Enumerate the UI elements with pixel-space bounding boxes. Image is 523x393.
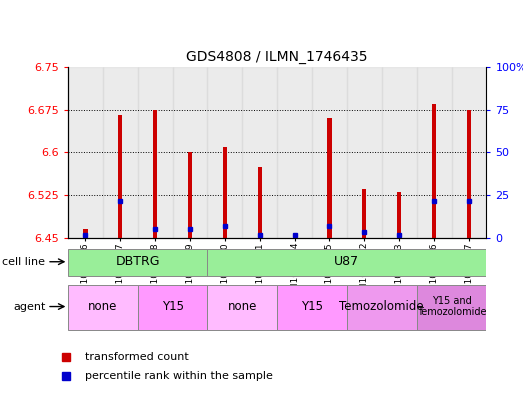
- Bar: [382, 67, 417, 238]
- Text: Y15 and
Temozolomide: Y15 and Temozolomide: [417, 296, 486, 317]
- FancyBboxPatch shape: [347, 285, 417, 330]
- Bar: [68, 67, 103, 238]
- Bar: [242, 67, 277, 238]
- Text: U87: U87: [334, 255, 359, 268]
- FancyBboxPatch shape: [208, 249, 486, 275]
- FancyBboxPatch shape: [68, 285, 138, 330]
- Bar: [83, 229, 87, 238]
- Bar: [223, 147, 227, 238]
- Bar: [362, 189, 367, 238]
- Text: agent: agent: [13, 301, 46, 312]
- Text: percentile rank within the sample: percentile rank within the sample: [85, 371, 272, 382]
- Text: none: none: [88, 300, 118, 313]
- Bar: [417, 67, 451, 238]
- FancyBboxPatch shape: [208, 285, 277, 330]
- Bar: [432, 104, 436, 238]
- Bar: [292, 235, 297, 238]
- Bar: [118, 115, 122, 238]
- FancyBboxPatch shape: [277, 285, 347, 330]
- Bar: [103, 67, 138, 238]
- Bar: [138, 67, 173, 238]
- Bar: [327, 118, 332, 238]
- Text: none: none: [228, 300, 257, 313]
- FancyBboxPatch shape: [417, 285, 486, 330]
- Text: transformed count: transformed count: [85, 352, 188, 362]
- Text: DBTRG: DBTRG: [116, 255, 160, 268]
- Title: GDS4808 / ILMN_1746435: GDS4808 / ILMN_1746435: [186, 50, 368, 64]
- Bar: [153, 110, 157, 238]
- FancyBboxPatch shape: [138, 285, 208, 330]
- FancyBboxPatch shape: [68, 249, 208, 275]
- Bar: [173, 67, 208, 238]
- Bar: [208, 67, 242, 238]
- Text: Y15: Y15: [162, 300, 184, 313]
- Bar: [258, 167, 262, 238]
- Bar: [397, 192, 401, 238]
- Text: Temozolomide: Temozolomide: [339, 300, 424, 313]
- Text: Y15: Y15: [301, 300, 323, 313]
- Bar: [188, 152, 192, 238]
- Bar: [312, 67, 347, 238]
- Bar: [277, 67, 312, 238]
- Bar: [347, 67, 382, 238]
- Bar: [467, 110, 471, 238]
- Text: cell line: cell line: [2, 257, 46, 267]
- Bar: [451, 67, 486, 238]
